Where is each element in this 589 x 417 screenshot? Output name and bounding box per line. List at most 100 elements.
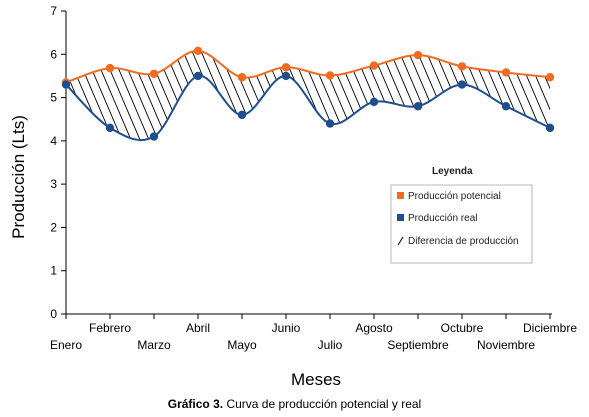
hatch-line	[518, 50, 550, 141]
data-point-0	[105, 63, 115, 73]
hatch-line	[500, 50, 550, 141]
hatch-line	[185, 50, 237, 141]
hatch-line	[104, 50, 156, 141]
x-tick-label: Julio	[318, 338, 343, 352]
hatch-line	[311, 50, 363, 141]
legend-title: Leyenda	[432, 166, 473, 177]
hatch-line	[347, 50, 399, 141]
y-tick-label: 0	[50, 307, 57, 321]
hatch-line	[203, 50, 255, 141]
hatch-line	[437, 50, 489, 141]
data-point-1	[457, 80, 467, 89]
hatch-line	[527, 50, 550, 141]
data-point-1	[149, 132, 159, 141]
data-point-1	[545, 123, 555, 133]
hatch-line	[555, 37, 589, 154]
data-point-0	[369, 61, 379, 70]
hatch-line	[428, 50, 480, 141]
hatch-line	[329, 50, 381, 141]
figure-caption: Gráfico 3. Curva de producción potencial…	[0, 397, 589, 411]
hatch-line	[77, 50, 129, 141]
series-line-1	[65, 74, 551, 142]
hatch-line	[302, 50, 354, 141]
hatch-line	[509, 50, 550, 141]
data-point-1	[325, 119, 335, 128]
x-axis: Enero Febrero Marzo Abril Mayo Junio Julio Agos…	[50, 313, 577, 352]
data-point-0	[237, 73, 247, 82]
hatch-line	[257, 50, 309, 141]
legend-label-potential: Producción potencial	[408, 191, 501, 202]
hatch-line	[573, 37, 589, 154]
hatch-line	[275, 50, 327, 141]
caption-prefix: Gráfico 3.	[167, 397, 224, 411]
series-layer	[61, 46, 555, 142]
y-tick-label: 5	[50, 91, 57, 105]
data-point-0	[501, 68, 511, 77]
legend-box	[390, 184, 533, 264]
hatch-line	[338, 50, 390, 141]
hatch-line	[356, 50, 408, 141]
x-tick-label: Septiembre	[387, 338, 449, 352]
hatch-line	[320, 50, 372, 141]
x-tick-label: Octubre	[441, 321, 484, 335]
y-tick-label: 4	[50, 134, 57, 148]
data-point-0	[149, 69, 159, 78]
x-axis-title: Meses	[291, 370, 341, 389]
data-point-1	[281, 71, 291, 81]
data-point-0	[545, 73, 555, 82]
data-point-1	[369, 97, 379, 107]
hatch-line	[140, 50, 192, 141]
x-tick-label: Abril	[186, 321, 210, 335]
y-tick-label: 7	[50, 4, 57, 18]
y-axis: 0 1 2 3 4 5 6 7	[50, 4, 67, 321]
data-point-1	[501, 102, 511, 111]
hatch-line	[95, 50, 147, 141]
difference-hatch-area	[66, 37, 589, 154]
hatch-line	[167, 50, 219, 141]
hatch-line	[122, 50, 174, 141]
x-tick-label: Enero	[50, 338, 82, 352]
hatch-line	[284, 50, 336, 141]
y-axis-title: Producción (Lts)	[9, 115, 28, 239]
legend-label-difference: Diferencia de producción	[408, 236, 519, 247]
y-tick-label: 3	[50, 177, 57, 191]
hatch-line	[401, 50, 453, 141]
hatch-line	[564, 37, 589, 154]
data-point-1	[237, 110, 247, 120]
data-point-1	[61, 80, 71, 89]
legend-swatch-potential	[397, 192, 404, 199]
hatch-line	[365, 50, 417, 141]
x-tick-label: Agosto	[355, 321, 393, 335]
data-point-0	[193, 46, 203, 56]
hatch-line	[455, 50, 507, 141]
data-point-0	[281, 63, 291, 72]
hatch-line	[482, 50, 534, 141]
y-tick-label: 2	[50, 220, 57, 234]
hatch-line	[473, 50, 525, 141]
x-tick-label: Mayo	[227, 338, 257, 352]
caption-text: Curva de producción potencial y real	[223, 397, 422, 411]
legend-swatch-real	[397, 214, 404, 221]
legend: Leyenda Producción potencial Producción …	[390, 166, 533, 264]
hatch-line	[545, 50, 550, 141]
data-point-0	[325, 71, 335, 80]
x-tick-label: Junio	[272, 321, 301, 335]
x-tick-label: Diciembre	[523, 321, 577, 335]
data-point-1	[413, 102, 423, 111]
hatch-line	[383, 50, 435, 141]
x-tick-label: Noviembre	[477, 338, 535, 352]
hatch-line	[248, 50, 300, 141]
x-tick-label: Marzo	[137, 338, 171, 352]
data-point-1	[193, 71, 203, 81]
data-point-0	[413, 50, 423, 60]
hatch-line	[419, 50, 471, 141]
y-tick-label: 6	[50, 47, 57, 61]
hatch-line	[230, 50, 282, 141]
hatch-line	[66, 50, 111, 141]
data-point-1	[105, 123, 115, 133]
y-tick-label: 1	[50, 264, 57, 278]
hatch-line	[86, 50, 138, 141]
hatch-line	[293, 50, 345, 141]
x-tick-label: Febrero	[89, 321, 131, 335]
